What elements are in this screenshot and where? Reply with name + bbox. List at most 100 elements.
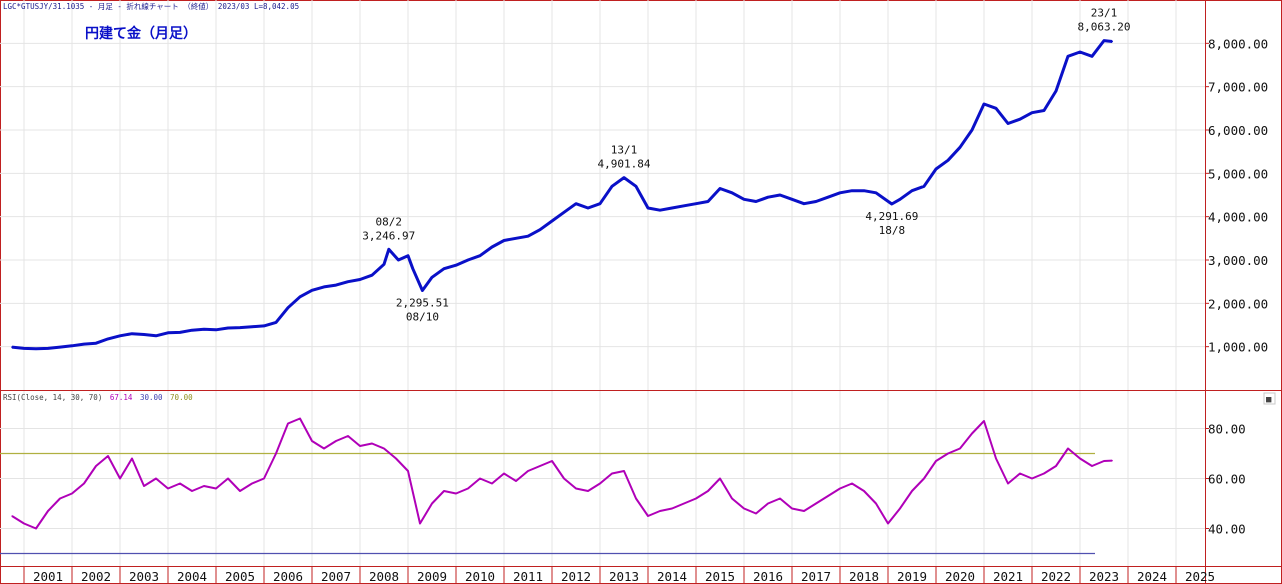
rsi-y-tick-label: 60.00 xyxy=(1208,472,1246,487)
rsi-point xyxy=(923,477,925,480)
price-point xyxy=(1079,51,1081,53)
rsi-point xyxy=(455,492,457,495)
price-point xyxy=(623,176,625,179)
price-point xyxy=(119,335,121,337)
rsi-point xyxy=(203,485,205,487)
annotation-label-bottom: 08/10 xyxy=(406,311,439,324)
price-point xyxy=(167,332,169,334)
price-point xyxy=(671,207,673,209)
price-point xyxy=(575,202,577,205)
price-point xyxy=(35,348,37,350)
rsi-point xyxy=(71,492,73,495)
price-point xyxy=(239,326,241,329)
price-point xyxy=(659,209,661,211)
year-label: 2023 xyxy=(1089,569,1119,584)
rsi-point xyxy=(383,447,385,450)
rsi-point xyxy=(971,432,973,435)
rsi-point xyxy=(503,472,505,475)
rsi-point xyxy=(323,447,325,450)
rsi-point xyxy=(791,507,793,510)
price-point xyxy=(455,264,457,267)
year-label: 2008 xyxy=(369,569,399,584)
rsi-point xyxy=(635,497,637,500)
rsi-point xyxy=(659,510,661,512)
year-label: 2013 xyxy=(609,569,639,584)
price-point xyxy=(767,196,769,198)
rsi-point xyxy=(959,447,961,450)
price-point xyxy=(251,325,253,328)
rsi-point xyxy=(251,482,253,485)
price-point xyxy=(383,263,385,266)
rsi-point xyxy=(395,457,397,460)
rsi-point xyxy=(407,470,409,472)
price-y-tick-label: 5,000.00 xyxy=(1208,166,1268,181)
price-point xyxy=(412,267,414,270)
annotation-label-top: 08/2 xyxy=(376,215,403,228)
year-label: 2025 xyxy=(1185,569,1215,584)
year-label: 2003 xyxy=(129,569,159,584)
price-point xyxy=(47,347,49,350)
price-point xyxy=(1019,118,1021,120)
rsi-point xyxy=(827,495,829,497)
rsi-point xyxy=(875,502,877,505)
year-label: 2012 xyxy=(561,569,591,584)
price-point xyxy=(959,146,961,149)
rsi-point xyxy=(23,522,25,525)
price-y-tick-label: 1,000.00 xyxy=(1208,340,1268,355)
price-point xyxy=(371,274,373,277)
year-label: 2004 xyxy=(177,569,207,584)
rsi-point xyxy=(1043,472,1045,475)
rsi-point xyxy=(479,477,481,480)
rsi-point xyxy=(743,507,745,510)
rsi-point xyxy=(431,502,433,505)
price-point xyxy=(587,207,589,209)
rsi-point xyxy=(155,477,157,480)
rsi-point xyxy=(899,507,901,510)
rsi-level-70-value: 70.00 xyxy=(170,393,193,402)
price-point xyxy=(803,202,805,205)
rsi-point xyxy=(47,510,49,512)
rsi-point xyxy=(35,527,37,530)
rsi-point xyxy=(275,452,277,455)
price-point xyxy=(443,267,445,270)
rsi-point xyxy=(1067,447,1069,450)
rsi-point xyxy=(1079,457,1081,460)
price-point xyxy=(71,345,73,347)
price-point xyxy=(311,289,313,292)
rsi-point xyxy=(1055,465,1057,467)
price-point xyxy=(599,202,601,205)
rsi-point xyxy=(731,497,733,500)
rsi-point xyxy=(467,487,469,490)
rsi-point xyxy=(851,482,853,485)
rsi-point xyxy=(1091,465,1093,467)
price-point xyxy=(107,338,109,340)
panel-toggle-button[interactable] xyxy=(1263,392,1276,405)
annotation-label-top: 2,295.51 xyxy=(396,297,449,310)
price-point xyxy=(388,248,390,251)
year-label: 2017 xyxy=(801,569,831,584)
price-point xyxy=(1043,109,1045,112)
rsi-point xyxy=(623,470,625,472)
price-point xyxy=(779,194,781,196)
rsi-point xyxy=(611,472,613,475)
year-label: 2024 xyxy=(1137,569,1167,584)
price-point xyxy=(407,254,409,257)
price-point xyxy=(551,220,553,222)
year-label: 2011 xyxy=(513,569,543,584)
price-point xyxy=(971,129,973,131)
rsi-point xyxy=(11,515,13,517)
rsi-point xyxy=(815,502,817,505)
rsi-point xyxy=(59,497,61,500)
price-point xyxy=(1111,40,1113,43)
chart-title: 円建て金（月足） xyxy=(85,25,197,42)
rsi-point xyxy=(887,522,889,525)
price-point xyxy=(227,327,229,329)
rsi-point xyxy=(983,420,985,422)
rsi-point xyxy=(755,512,757,515)
price-point xyxy=(1091,55,1093,58)
rsi-point xyxy=(239,490,241,492)
rsi-point xyxy=(779,497,781,500)
price-y-tick-label: 7,000.00 xyxy=(1208,80,1268,95)
price-point xyxy=(275,321,277,324)
